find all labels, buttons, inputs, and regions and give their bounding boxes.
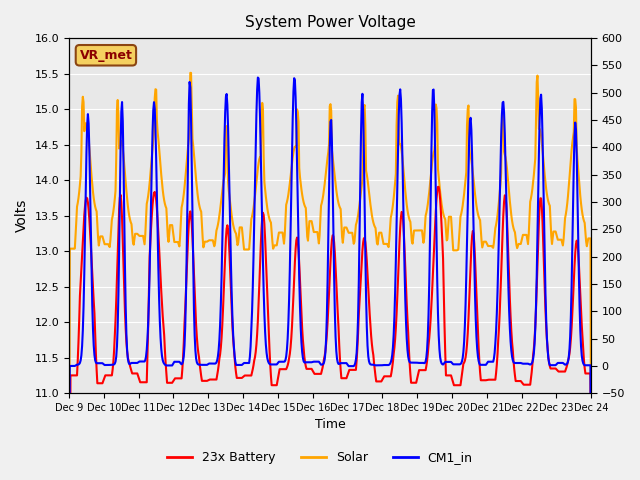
Text: VR_met: VR_met: [79, 49, 132, 62]
X-axis label: Time: Time: [315, 419, 346, 432]
Title: System Power Voltage: System Power Voltage: [244, 15, 415, 30]
Y-axis label: Volts: Volts: [15, 199, 29, 232]
Legend: 23x Battery, Solar, CM1_in: 23x Battery, Solar, CM1_in: [163, 446, 477, 469]
